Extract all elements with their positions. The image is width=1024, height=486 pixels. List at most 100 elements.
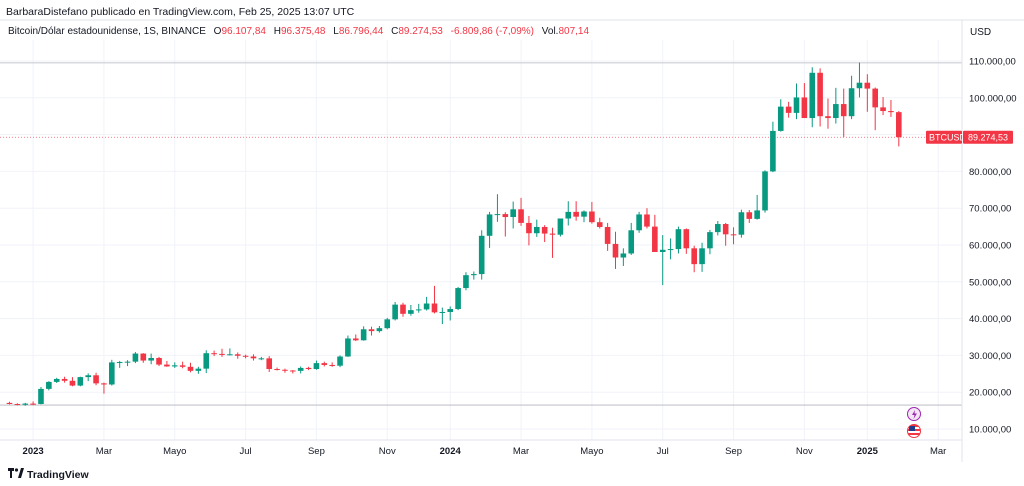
currency-label[interactable]: USD	[970, 27, 991, 38]
candle	[109, 359, 115, 386]
candle-body	[368, 329, 375, 332]
candle	[486, 211, 493, 248]
candle-body	[85, 375, 91, 378]
candle-body	[573, 211, 579, 217]
candle-body	[203, 353, 210, 369]
candle	[250, 354, 257, 361]
candle	[872, 87, 878, 131]
candle-body	[463, 275, 469, 289]
candle	[219, 348, 225, 357]
close-label: C	[391, 26, 399, 37]
candle-body	[376, 328, 383, 332]
candle	[227, 348, 233, 356]
price-tag-value: 89.274,53	[968, 132, 1008, 142]
x-tick-label: Mayo	[580, 446, 603, 457]
candle	[699, 242, 705, 272]
y-tick-label: 40.000,00	[969, 314, 1011, 325]
candle	[69, 377, 76, 387]
candle	[455, 286, 461, 311]
x-tick-label: Sep	[725, 446, 742, 457]
candle-body	[297, 367, 304, 371]
candle	[510, 201, 516, 229]
candle-body	[77, 377, 84, 386]
candle	[431, 285, 438, 314]
candle	[573, 201, 579, 221]
us-flag-icon[interactable]	[907, 424, 921, 438]
candle	[628, 222, 635, 255]
y-tick-label: 20.000,00	[969, 388, 1011, 399]
candle	[636, 211, 642, 233]
candle-body	[533, 226, 540, 234]
candle-body	[234, 354, 241, 356]
candle	[793, 83, 800, 120]
candle	[691, 245, 697, 273]
time-axis[interactable]: 2023 Mar Mayo Jul Sep Nov 2024 Mar Mayo Jul Sep Nov…	[0, 439, 962, 457]
candle-body	[22, 403, 29, 405]
candle	[667, 238, 674, 260]
symbol-title: Bitcoin/Dólar estadounidense, 1S, BINANC…	[8, 26, 206, 37]
chart-caption: BarbaraDistefano publicado en TradingVie…	[6, 6, 355, 18]
candle-body	[541, 226, 548, 234]
price-axis[interactable]: 10.000,00 20.000,00 30.000,00 40.000,00 50.0…	[961, 20, 1017, 462]
candle-body	[329, 364, 335, 366]
candle	[856, 62, 863, 98]
candle-body	[722, 224, 729, 235]
candles-layer	[6, 62, 902, 406]
candle	[242, 354, 249, 359]
candle-body	[171, 365, 178, 367]
candle-body	[219, 353, 225, 355]
candle	[140, 353, 147, 363]
candle	[880, 97, 886, 116]
candle	[266, 356, 273, 372]
y-tick-label: 100.000,00	[969, 93, 1017, 104]
candle	[156, 356, 162, 367]
candle	[785, 101, 792, 118]
candle-body	[872, 88, 878, 108]
candle-body	[313, 363, 320, 370]
candle-body	[455, 288, 461, 310]
x-tick-label: 2024	[440, 446, 462, 457]
candle	[313, 360, 320, 370]
candle	[282, 368, 288, 373]
chart-grid	[0, 19, 1024, 440]
candle	[132, 352, 139, 364]
y-tick-label: 30.000,00	[969, 351, 1011, 362]
tradingview-brand[interactable]: TradingView	[8, 468, 89, 481]
y-tick-label: 80.000,00	[969, 167, 1011, 178]
candle	[61, 376, 68, 383]
candle	[423, 296, 430, 311]
candle-body	[148, 357, 154, 361]
candle	[738, 209, 745, 238]
candle	[329, 362, 335, 367]
tradingview-brand-text: TradingView	[27, 468, 89, 481]
candle-body	[565, 211, 572, 219]
candle-body	[384, 319, 391, 329]
candle	[864, 74, 871, 112]
candle-body	[321, 363, 328, 365]
candle	[604, 222, 611, 251]
candle	[6, 401, 13, 405]
candle-body	[227, 354, 233, 356]
candle	[384, 317, 391, 330]
candle-body	[478, 235, 485, 275]
candle	[116, 360, 123, 368]
candle	[290, 370, 296, 374]
x-tick-label: Mar	[513, 446, 529, 457]
candle-body	[817, 72, 823, 117]
high-label: H	[273, 26, 281, 37]
candle-body	[715, 224, 721, 233]
candle-body	[258, 358, 265, 360]
candle	[211, 350, 217, 357]
candle	[124, 360, 131, 367]
candle-body	[392, 304, 398, 320]
candle	[715, 221, 721, 236]
flash-icon[interactable]	[907, 407, 921, 421]
x-tick-label: Mar	[96, 446, 112, 457]
candle	[352, 334, 359, 342]
candle	[400, 302, 406, 317]
candle	[203, 350, 210, 374]
candle-body	[30, 403, 36, 405]
candle-body	[345, 338, 351, 357]
candle-body	[754, 210, 760, 219]
